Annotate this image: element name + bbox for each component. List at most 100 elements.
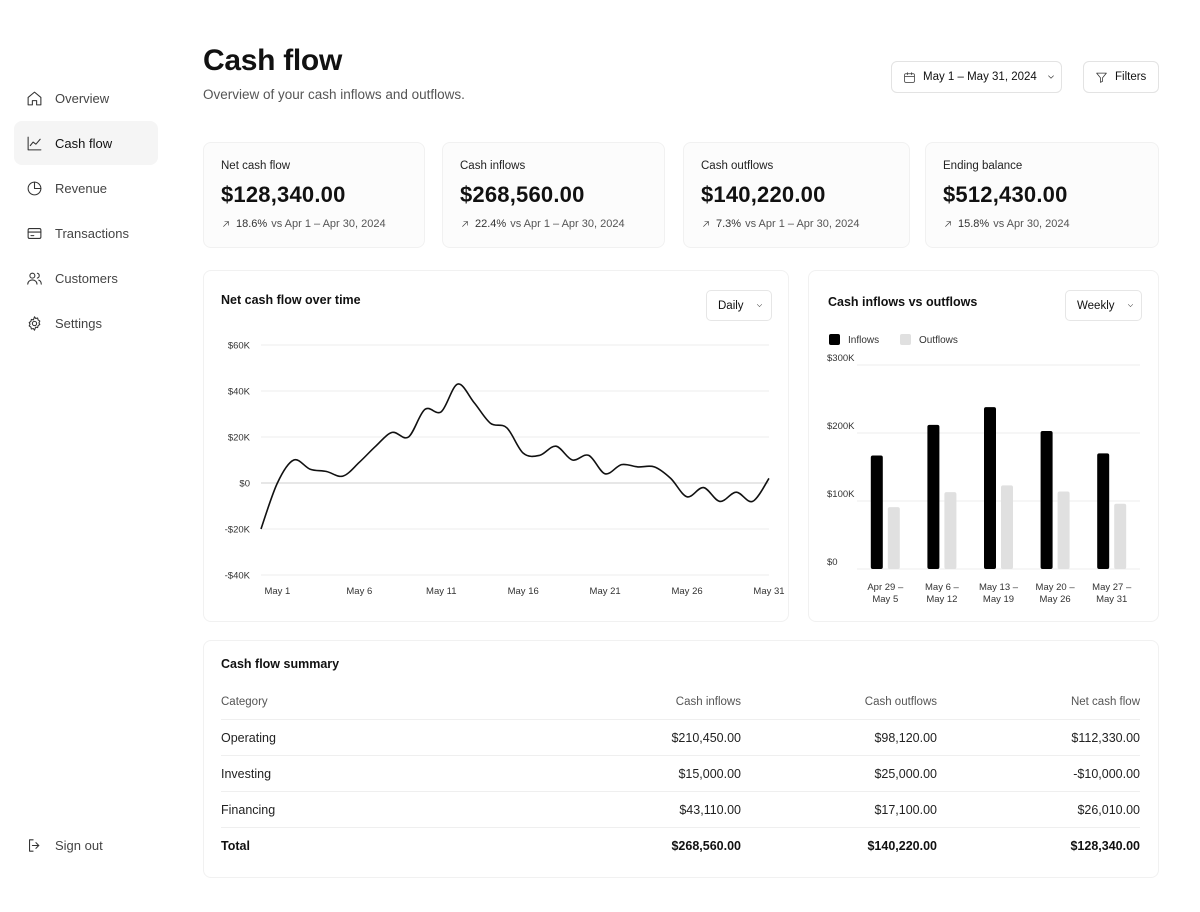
line-chart-card: Net cash flow over time Daily $60K $40K $2…: [203, 270, 789, 622]
filter-icon: [1096, 72, 1107, 83]
bar-inflows: [927, 424, 940, 569]
x-tick-label: May 1: [264, 586, 290, 597]
chevron-down-icon: [1048, 75, 1054, 79]
table-cell: Investing: [221, 766, 272, 781]
x-tick-label: May 13 –: [979, 582, 1019, 593]
x-tick-label: May 21: [590, 586, 621, 597]
gear-icon: [28, 315, 41, 331]
line-chart-title: Net cash flow over time: [221, 293, 361, 307]
table-cell: $98,120.00: [874, 730, 937, 745]
x-tick-label: May 27 –: [1092, 582, 1132, 593]
column-header: Cash inflows: [675, 695, 741, 708]
period-select[interactable]: Weekly: [1065, 290, 1142, 321]
y-tick-label: $40K: [228, 387, 251, 398]
kpi-compare-text: vs Apr 30, 2024: [993, 218, 1070, 230]
x-tick-label: May 6 –: [925, 582, 960, 593]
table-cell: $43,110.00: [679, 802, 741, 817]
line-chart: $60K $40K $20K $0 -$20K -$40K May 1 May 6 May 11…: [225, 341, 785, 598]
y-tick-label: $200K: [827, 421, 855, 432]
sidebar-item-label: Cash flow: [55, 135, 113, 151]
table-cell: $112,330.00: [1071, 730, 1140, 745]
sidebar-item-label: Settings: [55, 315, 102, 331]
arrow-up-right-icon: [223, 221, 229, 227]
table-total-row: Total $268,560.00 $140,220.00 $128,340.0…: [221, 828, 1140, 864]
bar-inflows: [984, 407, 996, 569]
kpi-value: $512,430.00: [943, 182, 1068, 207]
sidebar-item-settings[interactable]: Settings: [14, 301, 158, 345]
kpi-value: $268,560.00: [460, 182, 585, 207]
arrow-up-right-icon: [462, 221, 468, 227]
sidebar-item-cash-flow[interactable]: Cash flow: [14, 121, 158, 165]
bar-inflows: [1040, 430, 1053, 569]
date-range-label: May 1 – May 31, 2024: [923, 71, 1037, 83]
kpi-label: Net cash flow: [221, 160, 291, 172]
table-cell: $128,340.00: [1070, 839, 1140, 853]
sidebar-item-revenue[interactable]: Revenue: [14, 166, 158, 210]
chevron-down-icon: [1127, 304, 1133, 307]
arrow-up-right-icon: [945, 221, 951, 227]
table-cell: $26,010.00: [1077, 802, 1140, 817]
kpi-card-ending-balance: Ending balance $512,430.00 15.8% vs Apr …: [925, 142, 1159, 248]
sign-out-button[interactable]: Sign out: [14, 823, 158, 867]
kpi-card-cash-outflows: Cash outflows $140,220.00 7.3% vs Apr 1 …: [683, 142, 910, 248]
granularity-select[interactable]: Daily: [706, 290, 772, 321]
bar-outflows: [1057, 491, 1070, 569]
date-range-picker[interactable]: May 1 – May 31, 2024: [891, 61, 1062, 93]
bar-inflows: [1097, 453, 1110, 569]
table-row: Operating $210,450.00 $98,120.00 $112,33…: [221, 720, 1140, 756]
users-icon: [27, 272, 42, 285]
bar-outflows: [887, 507, 900, 569]
y-tick-label: $0: [827, 557, 838, 568]
kpi-label: Cash inflows: [460, 160, 526, 172]
kpi-label: Cash outflows: [701, 160, 774, 172]
x-tick-label: May 26: [1040, 594, 1071, 605]
column-header: Category: [221, 695, 268, 708]
trend-line-icon: [27, 136, 42, 150]
kpi-change-percent: 22.4%: [475, 218, 507, 230]
x-tick-label: May 11: [426, 586, 456, 597]
y-tick-label: $60K: [228, 341, 251, 352]
page-subtitle: Overview of your cash inflows and outflo…: [203, 87, 465, 102]
sign-out-icon: [29, 838, 40, 852]
table-cell: $268,560.00: [671, 839, 741, 853]
filters-button[interactable]: Filters: [1083, 61, 1159, 93]
kpi-change-percent: 15.8%: [958, 218, 990, 230]
page-title: Cash flow: [203, 44, 342, 77]
bar-chart: $0 $100K $200K $300K Inflows Outflows Apr 29 –…: [827, 334, 1140, 605]
sidebar-item-label: Revenue: [55, 180, 108, 196]
legend-label: Inflows: [848, 335, 879, 346]
pie-chart-icon: [27, 181, 42, 195]
kpi-change-percent: 18.6%: [236, 218, 268, 230]
sidebar-item-customers[interactable]: Customers: [14, 256, 158, 300]
table-cell: $140,220.00: [867, 839, 937, 853]
table-cell: $210,450.00: [671, 730, 741, 745]
x-tick-label: Apr 29 –: [867, 582, 904, 593]
sidebar-item-label: Transactions: [55, 225, 129, 241]
sidebar-item-overview[interactable]: Overview: [14, 76, 158, 120]
period-value: Weekly: [1077, 299, 1115, 312]
kpi-change: 18.6% vs Apr 1 – Apr 30, 2024: [221, 218, 407, 230]
table-row: Investing $15,000.00 $25,000.00 -$10,000…: [221, 756, 1140, 792]
table-row: Financing $43,110.00 $17,100.00 $26,010.…: [221, 792, 1140, 828]
arrow-up-right-icon: [703, 221, 709, 227]
y-tick-label: -$40K: [225, 571, 251, 582]
kpi-label: Ending balance: [943, 160, 1023, 172]
table-header-row: Category Cash inflows Cash outflows Net …: [221, 684, 1140, 720]
x-tick-label: May 12: [926, 594, 957, 605]
x-tick-label: May 16: [508, 586, 539, 597]
kpi-compare-text: vs Apr 1 – Apr 30, 2024: [271, 218, 386, 230]
kpi-compare-text: vs Apr 1 – Apr 30, 2024: [510, 218, 625, 230]
kpi-value: $140,220.00: [701, 182, 826, 207]
bar-chart-title: Cash inflows vs outflows: [828, 295, 978, 309]
credit-card-icon: [27, 227, 42, 239]
bar-chart-card: Cash inflows vs outflows Weekly $0 $100K $…: [808, 270, 1159, 622]
y-tick-label: $0: [239, 479, 250, 490]
sign-out-label: Sign out: [55, 837, 103, 853]
x-tick-label: May 19: [983, 594, 1014, 605]
y-tick-label: $20K: [228, 433, 251, 444]
sidebar: Overview Cash flow Revenue Transactions …: [0, 0, 172, 912]
series-line: [260, 383, 770, 530]
sidebar-item-transactions[interactable]: Transactions: [14, 211, 158, 255]
kpi-value: $128,340.00: [221, 182, 346, 207]
kpi-change: 15.8% vs Apr 30, 2024: [943, 218, 1141, 230]
